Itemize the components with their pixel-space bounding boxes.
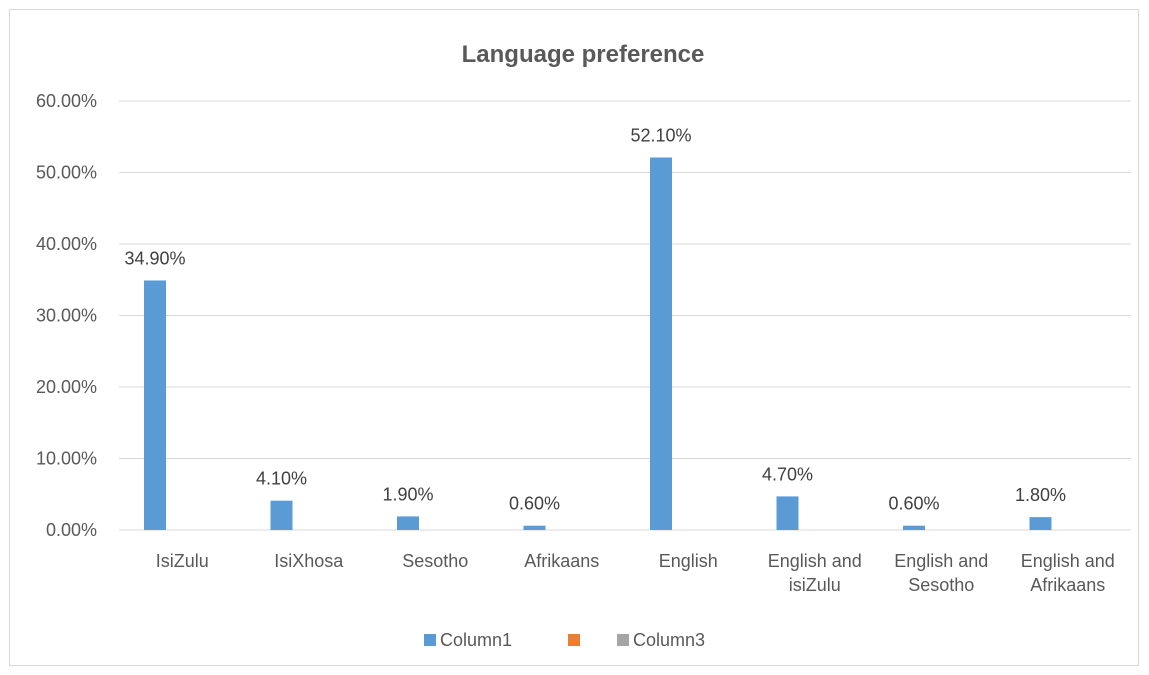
legend-swatch (617, 634, 629, 646)
data-labels: 34.90% 4.10% 1.90% 0.60% 52.10% 4.70% 0.60% 1.8… (124, 125, 1066, 513)
data-label: 4.10% (256, 469, 307, 489)
bars (144, 157, 1052, 531)
legend-swatch (568, 634, 580, 646)
gridlines (119, 100, 1131, 531)
bar (1029, 517, 1052, 530)
bar (776, 496, 799, 530)
data-label: 52.10% (630, 125, 691, 145)
legend-swatch (424, 634, 436, 646)
legend-label: Column3 (633, 630, 705, 650)
y-tick-label: 60.00% (36, 91, 97, 111)
chart-area (9, 9, 1139, 666)
data-label: 1.80% (1015, 485, 1066, 505)
data-label: 0.60% (888, 494, 939, 514)
y-axis-tick-labels: 0.00% 10.00% 20.00% 30.00% 40.00% 50.00% 60.00… (36, 91, 97, 540)
bar (903, 525, 925, 530)
x-tick-label: English (659, 551, 718, 571)
bar (397, 516, 419, 530)
x-tick-label: IsiZulu (156, 551, 209, 571)
legend-label: Column1 (440, 630, 512, 650)
x-tick-label: Sesotho (402, 551, 468, 571)
y-tick-label: 0.00% (46, 520, 97, 540)
bar (270, 500, 293, 530)
x-axis-tick-labels: IsiZulu IsiXhosa Sesotho Afrikaans English En… (156, 551, 1115, 595)
x-tick-label: English and Afrikaans (1021, 551, 1115, 595)
x-tick-label: Afrikaans (524, 551, 599, 571)
chart-title: Language preference (462, 41, 705, 68)
data-label: 34.90% (124, 248, 185, 268)
legend: Column1 Column3 (424, 630, 705, 650)
data-label: 1.90% (382, 484, 433, 504)
y-tick-label: 20.00% (36, 377, 97, 397)
bar (650, 157, 672, 531)
y-tick-label: 40.00% (36, 234, 97, 254)
data-label: 0.60% (509, 494, 560, 514)
y-tick-label: 10.00% (36, 449, 97, 469)
x-tick-label: English and Sesotho (894, 551, 988, 595)
x-tick-label: English and isiZulu (768, 551, 862, 595)
bar (523, 525, 546, 530)
data-label: 4.70% (762, 464, 813, 484)
bar (144, 280, 166, 530)
x-tick-label: IsiXhosa (274, 551, 344, 571)
y-tick-label: 30.00% (36, 306, 97, 326)
y-tick-label: 50.00% (36, 163, 97, 183)
